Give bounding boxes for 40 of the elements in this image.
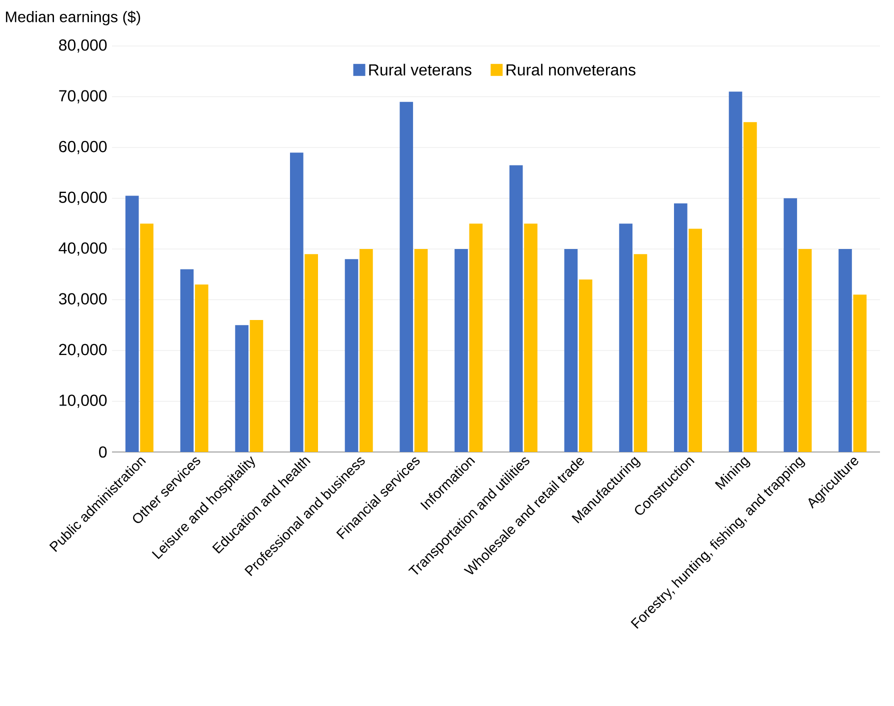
bar bbox=[290, 152, 304, 452]
bar bbox=[400, 102, 414, 452]
bar bbox=[798, 248, 812, 452]
bar bbox=[619, 224, 632, 452]
bar bbox=[180, 269, 194, 452]
y-tick-label: 50,000 bbox=[59, 192, 107, 205]
bar bbox=[784, 198, 798, 452]
bar bbox=[634, 254, 648, 452]
bar bbox=[235, 325, 248, 452]
y-tick-label: 30,000 bbox=[58, 293, 107, 306]
legend-label: Rural nonveterans bbox=[506, 64, 636, 76]
y-tick-label: 40,000 bbox=[58, 242, 107, 256]
bar bbox=[564, 248, 578, 452]
bar bbox=[688, 228, 702, 452]
bar bbox=[360, 248, 373, 452]
bar bbox=[509, 165, 523, 452]
bar bbox=[524, 224, 538, 452]
y-tick-label: 80,000 bbox=[59, 39, 107, 53]
bar bbox=[578, 279, 592, 452]
bar bbox=[454, 248, 468, 452]
bar bbox=[674, 203, 688, 452]
bar bbox=[414, 248, 428, 452]
y-tick-label: 0 bbox=[99, 446, 107, 458]
bar bbox=[304, 254, 318, 452]
y-axis-title: Median earnings ($) bbox=[6, 10, 140, 26]
y-tick-label: 70,000 bbox=[59, 90, 107, 104]
bar bbox=[344, 259, 358, 452]
bar bbox=[853, 294, 867, 452]
bar bbox=[250, 320, 264, 452]
bar bbox=[838, 248, 852, 452]
y-tick-label: 10,000 bbox=[60, 394, 107, 408]
bar bbox=[194, 284, 208, 452]
y-tick-label: 20,000 bbox=[59, 344, 107, 358]
bar bbox=[125, 196, 139, 452]
bar bbox=[140, 224, 154, 452]
bar bbox=[728, 92, 742, 452]
bar bbox=[744, 122, 757, 452]
y-tick-label: 60,000 bbox=[59, 140, 107, 154]
bar bbox=[469, 224, 483, 452]
legend-label: Rural veterans bbox=[369, 64, 472, 76]
